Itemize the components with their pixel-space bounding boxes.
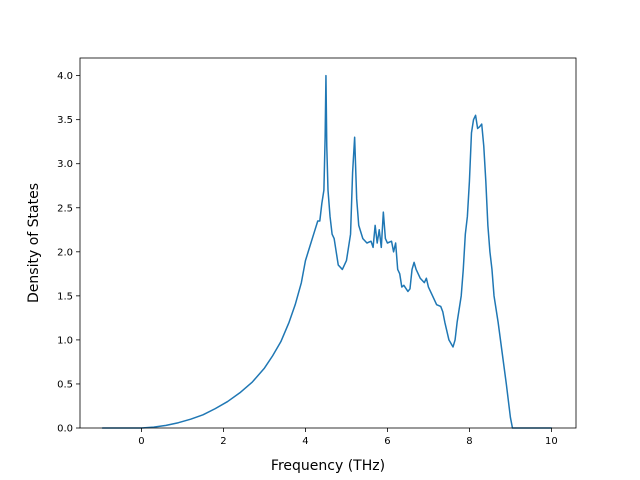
y-axis-ticks: 0.0 0.5 1.0 1.5 2.0 2.5 3.0 3.5 4.0 bbox=[57, 71, 80, 435]
x-tick-label: 6 bbox=[384, 436, 390, 447]
axes-frame bbox=[79, 57, 577, 429]
y-tick-label: 1.0 bbox=[57, 335, 73, 346]
y-tick-label: 2.0 bbox=[57, 247, 73, 258]
y-axis-title: Density of States bbox=[26, 183, 42, 303]
y-tick-label: 1.5 bbox=[57, 291, 73, 302]
x-axis-title: Frequency (THz) bbox=[271, 458, 385, 474]
plot-area bbox=[80, 58, 576, 428]
x-tick-label: 0 bbox=[138, 436, 144, 447]
y-tick-label: 3.5 bbox=[57, 115, 73, 126]
dos-series-line-0 bbox=[101, 74, 553, 429]
x-tick-label: 8 bbox=[466, 436, 472, 447]
y-tick-label: 0.5 bbox=[57, 379, 73, 390]
x-tick-label: 4 bbox=[302, 436, 308, 447]
axes-spine bbox=[79, 57, 577, 429]
y-tick-label: 4.0 bbox=[57, 71, 73, 82]
y-tick-label: 3.0 bbox=[57, 159, 73, 170]
x-tick-label: 10 bbox=[545, 436, 558, 447]
x-axis-ticks: 0 2 4 6 8 10 bbox=[138, 428, 558, 447]
x-tick-label: 2 bbox=[220, 436, 226, 447]
y-tick-label: 0.0 bbox=[57, 424, 73, 435]
series-layer bbox=[101, 74, 553, 429]
y-tick-label: 2.5 bbox=[57, 203, 73, 214]
